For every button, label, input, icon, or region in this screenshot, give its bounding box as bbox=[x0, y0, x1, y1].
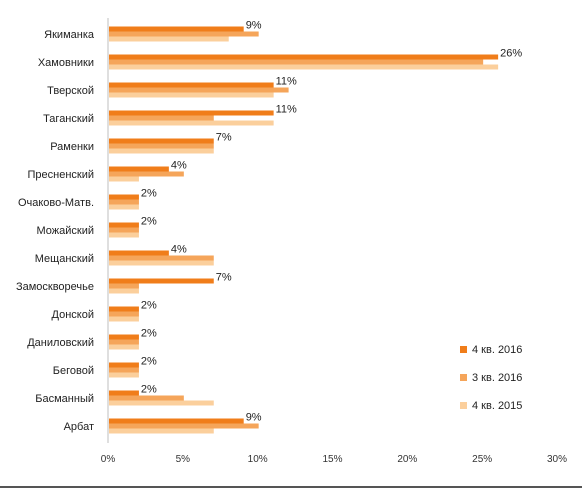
bar-1-11 bbox=[109, 339, 139, 345]
category-label: Арбат bbox=[64, 421, 94, 433]
legend-label: 4 кв. 2015 bbox=[472, 400, 522, 412]
legend-swatch bbox=[460, 346, 467, 353]
data-label: 2% bbox=[141, 300, 157, 312]
bar-2-13 bbox=[109, 400, 214, 406]
x-tick-label: 25% bbox=[472, 454, 492, 465]
bar-1-8 bbox=[109, 255, 214, 261]
data-label: 2% bbox=[141, 328, 157, 340]
bar-0-2 bbox=[109, 82, 274, 88]
bar-1-4 bbox=[109, 143, 214, 149]
data-label: 2% bbox=[141, 216, 157, 228]
category-label: Можайский bbox=[36, 225, 94, 237]
category-label: Даниловский bbox=[27, 337, 94, 349]
data-label: 7% bbox=[216, 272, 232, 284]
data-label: 4% bbox=[171, 160, 187, 172]
bar-2-1 bbox=[109, 64, 499, 70]
data-label: 9% bbox=[246, 20, 262, 32]
bar-0-6 bbox=[109, 194, 139, 200]
data-label: 11% bbox=[276, 104, 297, 116]
bar-1-3 bbox=[109, 115, 214, 121]
bar-1-6 bbox=[109, 199, 139, 205]
bar-0-8 bbox=[109, 250, 169, 256]
data-label: 11% bbox=[276, 76, 297, 88]
bar-1-10 bbox=[109, 311, 139, 317]
bar-1-7 bbox=[109, 227, 139, 233]
bar-2-8 bbox=[109, 260, 214, 266]
legend-swatch bbox=[460, 374, 467, 381]
bar-0-11 bbox=[109, 334, 139, 340]
bar-0-4 bbox=[109, 138, 214, 144]
x-tick-label: 20% bbox=[397, 454, 417, 465]
bar-1-9 bbox=[109, 283, 139, 289]
category-label: Якиманка bbox=[44, 29, 95, 41]
bar-2-2 bbox=[109, 92, 274, 98]
legend-label: 3 кв. 2016 bbox=[472, 372, 522, 384]
bar-1-2 bbox=[109, 87, 289, 93]
bar-1-14 bbox=[109, 423, 259, 429]
category-label: Пресненский bbox=[27, 169, 94, 181]
bar-2-9 bbox=[109, 288, 139, 294]
bar-0-7 bbox=[109, 222, 139, 228]
bar-0-9 bbox=[109, 278, 214, 284]
bar-2-14 bbox=[109, 428, 214, 434]
legend-swatch bbox=[460, 402, 467, 409]
data-label: 9% bbox=[246, 412, 262, 424]
category-label: Донской bbox=[52, 309, 94, 321]
data-label: 7% bbox=[216, 132, 232, 144]
x-tick-label: 15% bbox=[322, 454, 342, 465]
x-tick-label: 5% bbox=[176, 454, 191, 465]
bar-0-1 bbox=[109, 54, 499, 60]
data-label: 2% bbox=[141, 188, 157, 200]
bar-2-3 bbox=[109, 120, 274, 126]
category-label: Хамовники bbox=[38, 57, 94, 69]
category-label: Басманный bbox=[35, 393, 94, 405]
bar-2-5 bbox=[109, 176, 139, 182]
category-label: Очаково-Матв. bbox=[18, 197, 94, 209]
bar-2-0 bbox=[109, 36, 229, 42]
category-label: Таганский bbox=[43, 113, 94, 125]
category-label: Беговой bbox=[53, 365, 94, 377]
bar-0-3 bbox=[109, 110, 274, 116]
bar-1-1 bbox=[109, 59, 484, 65]
data-label: 2% bbox=[141, 384, 157, 396]
bar-0-13 bbox=[109, 390, 139, 396]
x-tick-label: 30% bbox=[547, 454, 567, 465]
bar-2-7 bbox=[109, 232, 139, 238]
bar-0-5 bbox=[109, 166, 169, 172]
data-label: 2% bbox=[141, 356, 157, 368]
x-tick-label: 10% bbox=[248, 454, 268, 465]
bar-0-14 bbox=[109, 418, 244, 424]
legend-label: 4 кв. 2016 bbox=[472, 344, 522, 356]
category-label: Тверской bbox=[47, 85, 94, 97]
bar-2-6 bbox=[109, 204, 139, 210]
bar-0-10 bbox=[109, 306, 139, 312]
bar-2-12 bbox=[109, 372, 139, 378]
bar-0-0 bbox=[109, 26, 244, 32]
bar-0-12 bbox=[109, 362, 139, 368]
bar-2-10 bbox=[109, 316, 139, 322]
bar-1-12 bbox=[109, 367, 139, 373]
bar-1-5 bbox=[109, 171, 184, 177]
category-label: Мещанский bbox=[35, 253, 94, 265]
bar-2-11 bbox=[109, 344, 139, 350]
bar-1-0 bbox=[109, 31, 259, 37]
data-label: 4% bbox=[171, 244, 187, 256]
bar-1-13 bbox=[109, 395, 184, 401]
category-label: Замоскворечье bbox=[16, 281, 94, 293]
x-tick-label: 0% bbox=[101, 454, 116, 465]
data-label: 26% bbox=[500, 48, 522, 60]
category-label: Раменки bbox=[50, 141, 94, 153]
bar-2-4 bbox=[109, 148, 214, 154]
